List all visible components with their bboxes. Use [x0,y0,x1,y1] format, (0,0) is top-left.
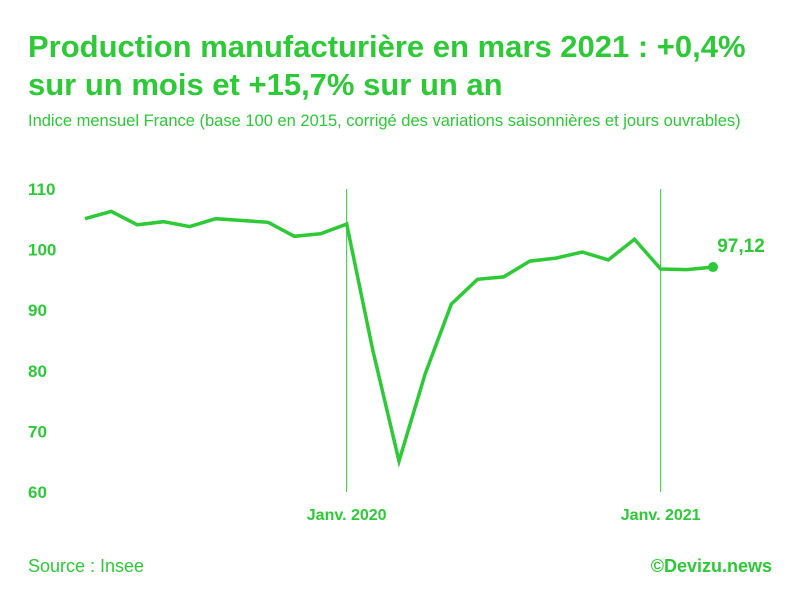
y-tick-label: 110 [28,180,55,199]
y-tick-label: 100 [28,241,56,260]
y-tick-label: 70 [28,422,47,441]
y-tick-label: 90 [28,301,47,320]
chart-subtitle: Indice mensuel France (base 100 en 2015,… [28,112,741,130]
x-tick-label: Janv. 2020 [307,507,387,524]
x-tick-label: Janv. 2021 [621,507,701,524]
y-tick-label: 60 [28,483,47,502]
series-line [84,209,714,468]
y-tick-label: 80 [28,362,47,381]
last-value-label: 97,12 [717,236,765,257]
brand-credit: ©Devizu.news [650,556,772,576]
chart-title: Production manufacturière en mars 2021 :… [28,29,746,102]
last-value-dot [708,262,718,273]
source-note: Source : Insee [28,556,145,576]
